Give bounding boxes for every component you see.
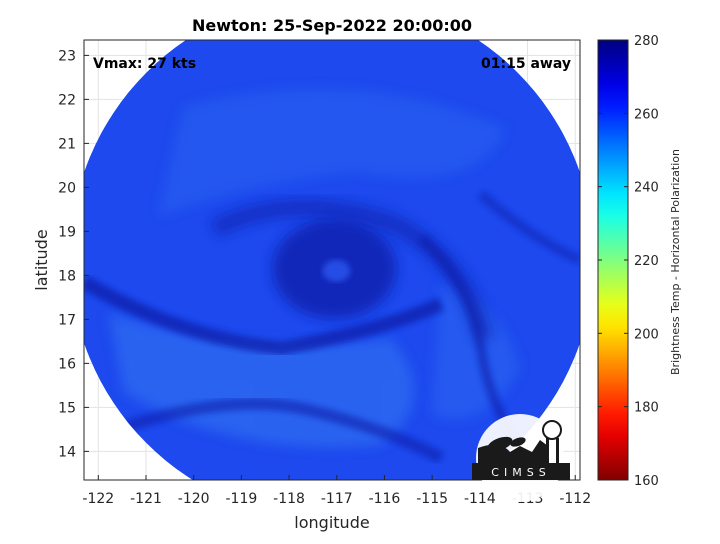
x-tick-label: -121 [130,491,162,507]
axis-ticks: -122-121-120-119-118-117-116-115-114-113… [58,48,591,507]
storm-eye [322,259,351,282]
y-tick-label: 21 [58,136,76,152]
colorbar-tick-label: 220 [634,254,659,269]
spiral-band [121,397,444,464]
y-tick-label: 16 [58,356,76,372]
x-tick-label: -116 [369,491,401,507]
x-tick-label: -112 [559,491,591,507]
x-tick-label: -117 [321,491,353,507]
time-offset-annotation: 01:15 away [481,56,571,72]
colorbar-tick-label: 180 [634,401,659,416]
colorbar-gradient [597,39,629,481]
chart-title: Newton: 25-Sep-2022 20:00:00 [192,16,472,35]
colorbar-label: Brightness Temp - Horizontal Polarizatio… [669,149,682,375]
y-tick-label: 22 [58,92,76,108]
colorbar-tick-label: 280 [634,34,659,49]
x-tick-label: -122 [82,491,114,507]
x-tick-label: -119 [225,491,257,507]
x-tick-label: -120 [178,491,210,507]
spiral-band [477,190,580,265]
y-axis-label: latitude [32,229,51,290]
y-tick-label: 23 [58,48,76,64]
swath-image [84,40,580,480]
colorbar-ticks: 160 180 200 220 240 260 280 [598,34,659,489]
y-tick-label: 17 [58,312,76,328]
cimss-logo: CIMSS [472,414,570,502]
vmax-annotation: Vmax: 27 kts [93,56,196,72]
x-axis-label: longitude [294,513,369,532]
colorbar-tick-label: 200 [634,327,659,342]
y-tick-label: 18 [58,268,76,284]
x-tick-label: -115 [416,491,448,507]
light-band [431,282,521,420]
light-band [158,88,506,216]
colorbar-tick-label: 160 [634,474,659,489]
swath-texture [84,88,580,464]
logo-text: CIMSS [491,466,550,479]
y-tick-label: 19 [58,224,76,240]
colorbar-tick-label: 240 [634,181,659,196]
y-tick-label: 20 [58,180,76,196]
y-tick-label: 14 [58,444,76,460]
colorbar-tick-label: 260 [634,107,659,122]
spiral-band [84,275,444,356]
x-tick-label: -114 [464,491,496,507]
x-tick-label: -118 [273,491,305,507]
y-tick-label: 15 [58,400,76,416]
axes-frame [83,39,581,481]
